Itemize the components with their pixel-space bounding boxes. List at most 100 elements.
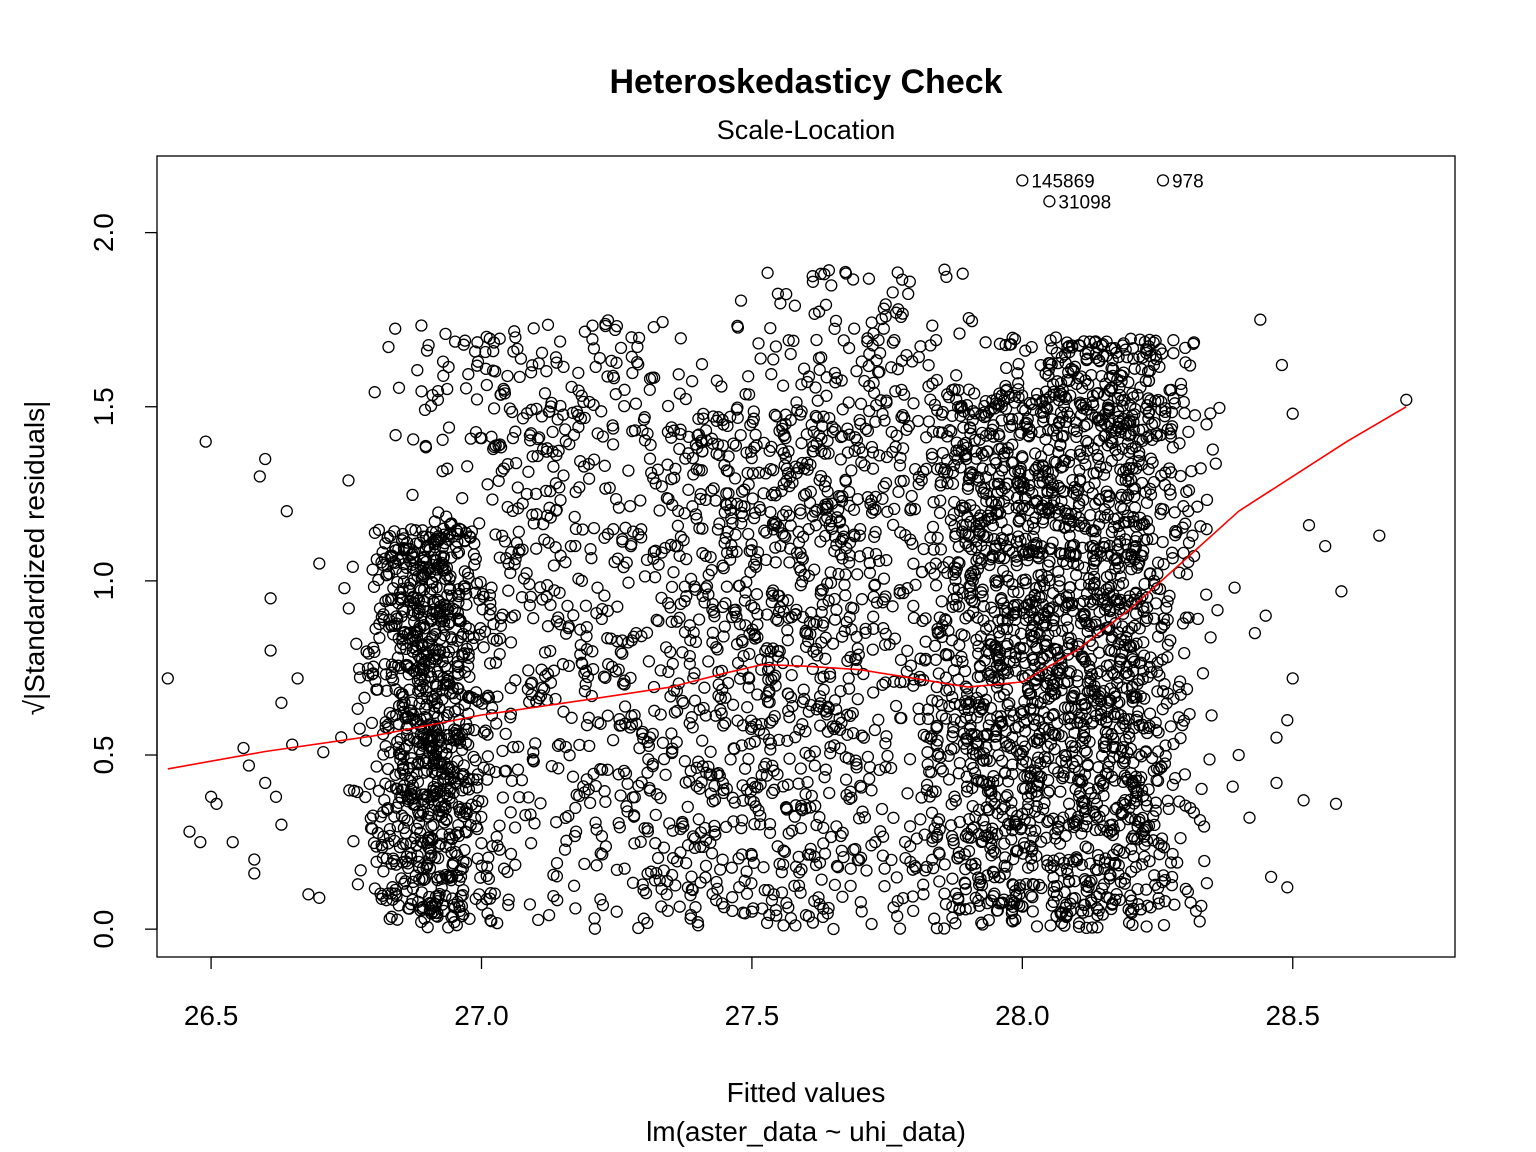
data-point	[804, 485, 817, 498]
data-point	[870, 596, 884, 609]
data-point	[917, 888, 930, 901]
data-point	[706, 603, 719, 616]
data-point	[843, 549, 856, 562]
data-point	[399, 855, 413, 868]
data-point	[953, 815, 967, 829]
data-point	[992, 626, 1006, 639]
data-point	[696, 547, 709, 560]
data-point	[877, 302, 891, 315]
data-point	[684, 764, 697, 778]
data-point	[473, 517, 486, 530]
data-point	[358, 691, 371, 704]
data-point	[804, 842, 817, 856]
data-point	[731, 319, 744, 333]
data-point	[367, 836, 381, 850]
data-point	[643, 383, 656, 396]
data-point	[927, 496, 940, 509]
data-point	[908, 502, 922, 516]
data-point	[780, 801, 793, 815]
data-point	[685, 870, 698, 883]
data-point	[780, 462, 794, 475]
data-point	[769, 679, 782, 692]
data-point	[376, 851, 390, 864]
data-point	[928, 912, 941, 925]
data-point	[787, 334, 800, 347]
data-point	[783, 542, 797, 555]
data-point	[801, 375, 814, 389]
data-point	[559, 740, 572, 754]
data-point	[406, 712, 419, 726]
data-point	[748, 601, 761, 615]
data-point	[760, 642, 774, 655]
data-point	[425, 670, 438, 683]
data-point	[584, 543, 597, 556]
data-point	[397, 821, 411, 835]
data-point	[432, 506, 445, 519]
data-point	[634, 494, 647, 507]
data-point	[1188, 409, 1202, 422]
data-point	[724, 410, 737, 424]
data-point	[700, 434, 713, 447]
data-point	[547, 460, 560, 473]
data-point	[795, 378, 808, 391]
data-point	[761, 654, 774, 668]
data-point	[710, 875, 723, 889]
data-point	[727, 603, 741, 617]
data-point	[527, 322, 540, 335]
data-point	[699, 582, 712, 595]
data-point	[735, 633, 749, 647]
data-point	[854, 896, 867, 909]
data-point	[891, 909, 904, 923]
data-point	[819, 514, 832, 527]
data-point	[416, 568, 429, 581]
data-point	[1213, 401, 1226, 415]
data-point	[862, 272, 876, 285]
data-point	[676, 646, 689, 659]
data-point	[740, 575, 753, 589]
data-point	[758, 524, 771, 537]
data-point	[886, 286, 899, 299]
data-point	[530, 508, 543, 521]
data-point	[417, 766, 431, 779]
data-point	[580, 719, 594, 732]
data-point	[553, 335, 567, 348]
data-point	[462, 571, 475, 585]
data-point	[731, 401, 744, 414]
data-point	[487, 617, 500, 631]
data-point	[713, 517, 726, 530]
data-point	[718, 620, 731, 633]
data-point	[942, 749, 955, 762]
data-point	[516, 412, 530, 425]
data-point	[877, 622, 890, 635]
data-point	[733, 672, 747, 685]
data-point	[454, 631, 468, 644]
data-point	[750, 439, 763, 452]
data-point	[574, 455, 587, 468]
data-point	[912, 477, 925, 491]
data-point	[343, 784, 356, 797]
data-point	[914, 340, 927, 353]
data-point	[647, 320, 660, 334]
data-point	[372, 573, 385, 587]
data-point	[390, 801, 403, 814]
data-point	[401, 627, 415, 640]
data-point	[561, 599, 574, 613]
data-point	[689, 583, 702, 596]
data-point	[1171, 856, 1184, 869]
data-point	[716, 683, 729, 696]
data-point	[1183, 707, 1196, 721]
data-point	[456, 784, 469, 797]
data-point	[499, 764, 513, 777]
data-point	[380, 684, 393, 697]
data-point	[891, 266, 904, 279]
data-point	[719, 597, 732, 610]
data-point	[819, 298, 833, 311]
data-point	[904, 503, 917, 517]
data-point	[834, 829, 847, 843]
data-point	[556, 658, 570, 671]
data-point	[729, 439, 743, 452]
data-point	[540, 590, 553, 603]
data-point	[559, 556, 572, 569]
data-point	[837, 334, 850, 347]
data-point	[799, 725, 812, 738]
